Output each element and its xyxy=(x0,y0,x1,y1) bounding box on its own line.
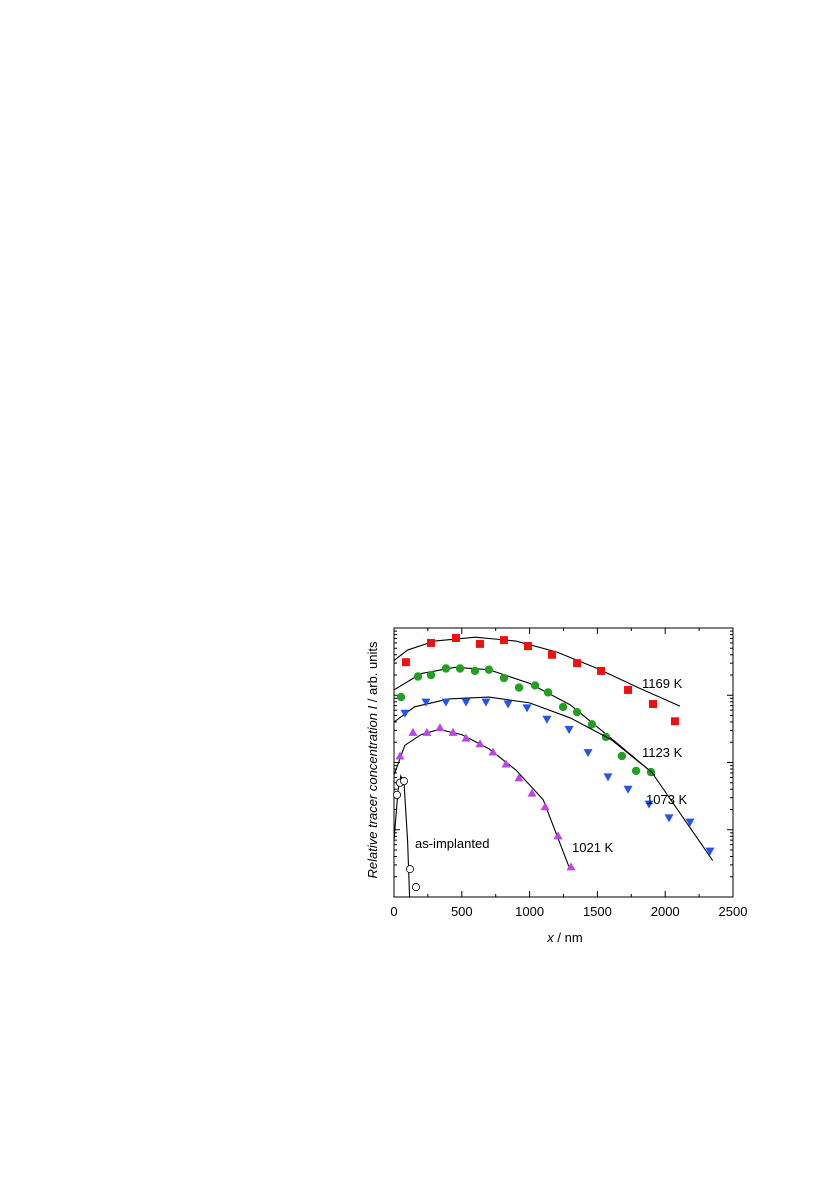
marker xyxy=(400,709,410,718)
marker xyxy=(448,727,458,736)
marker xyxy=(523,641,532,650)
marker xyxy=(401,658,410,667)
marker xyxy=(408,727,418,736)
marker xyxy=(435,723,445,732)
marker xyxy=(461,698,471,707)
marker xyxy=(631,766,641,776)
series-label: 1021 K xyxy=(572,840,614,855)
x-tick-label: 500 xyxy=(451,904,473,919)
marker xyxy=(564,725,574,734)
marker xyxy=(587,720,597,729)
marker xyxy=(451,634,460,643)
marker xyxy=(623,785,633,794)
marker xyxy=(566,862,576,871)
marker xyxy=(540,802,550,811)
y-label-quantity: Relative tracer concentration I xyxy=(365,705,380,878)
marker xyxy=(475,739,485,748)
marker xyxy=(488,747,498,756)
marker xyxy=(421,698,431,707)
marker xyxy=(470,666,480,676)
marker xyxy=(413,672,423,681)
series-label: 1073 K xyxy=(646,792,688,807)
x-axis-label: x / nm xyxy=(546,930,582,945)
x-tick-label: 1500 xyxy=(583,904,612,919)
marker xyxy=(441,698,451,707)
marker xyxy=(530,681,540,690)
marker xyxy=(514,683,524,692)
marker xyxy=(597,666,606,675)
marker xyxy=(553,831,563,840)
marker xyxy=(542,715,552,724)
marker xyxy=(501,759,511,768)
marker xyxy=(514,773,524,782)
marker xyxy=(426,670,436,680)
marker xyxy=(558,702,568,712)
marker xyxy=(400,777,409,786)
x-tick-label: 2000 xyxy=(651,904,680,919)
marker xyxy=(670,717,679,726)
marker xyxy=(648,700,657,709)
marker xyxy=(644,800,654,809)
series-label: 1123 K xyxy=(642,745,683,760)
marker xyxy=(503,700,513,709)
marker xyxy=(603,773,613,782)
marker xyxy=(499,636,508,645)
marker xyxy=(527,788,537,797)
marker xyxy=(572,707,582,717)
marker xyxy=(427,638,436,647)
marker xyxy=(441,664,451,673)
series-label: 1169 K xyxy=(642,676,683,691)
x-label-unit: / nm xyxy=(554,930,583,945)
x-tick-label: 1000 xyxy=(515,904,544,919)
marker xyxy=(664,814,674,823)
marker xyxy=(481,698,491,707)
marker xyxy=(475,639,484,648)
marker xyxy=(617,751,627,761)
marker xyxy=(499,673,509,683)
marker xyxy=(396,692,406,702)
fit-curve xyxy=(394,728,571,871)
marker xyxy=(455,664,465,673)
x-tick-label: 2500 xyxy=(719,904,748,919)
y-label-unit: / arb. units xyxy=(365,641,380,706)
fit-curve xyxy=(394,636,681,707)
x-label-var: x xyxy=(546,930,554,945)
marker xyxy=(573,659,582,668)
series-label: as-implanted xyxy=(415,836,489,851)
y-axis-label: Relative tracer concentration I / arb. u… xyxy=(365,641,380,879)
fit-curve xyxy=(394,666,656,776)
marker xyxy=(522,704,532,713)
marker xyxy=(705,847,715,856)
marker xyxy=(395,751,405,760)
marker xyxy=(461,733,471,742)
marker xyxy=(543,688,553,697)
marker xyxy=(547,650,556,659)
marker xyxy=(411,883,420,892)
marker xyxy=(422,727,432,736)
marker xyxy=(406,865,415,874)
marker xyxy=(484,665,494,674)
x-tick-label: 0 xyxy=(390,904,397,919)
marker xyxy=(583,749,593,758)
marker xyxy=(624,685,633,694)
marker xyxy=(392,790,401,799)
marker xyxy=(685,818,695,827)
